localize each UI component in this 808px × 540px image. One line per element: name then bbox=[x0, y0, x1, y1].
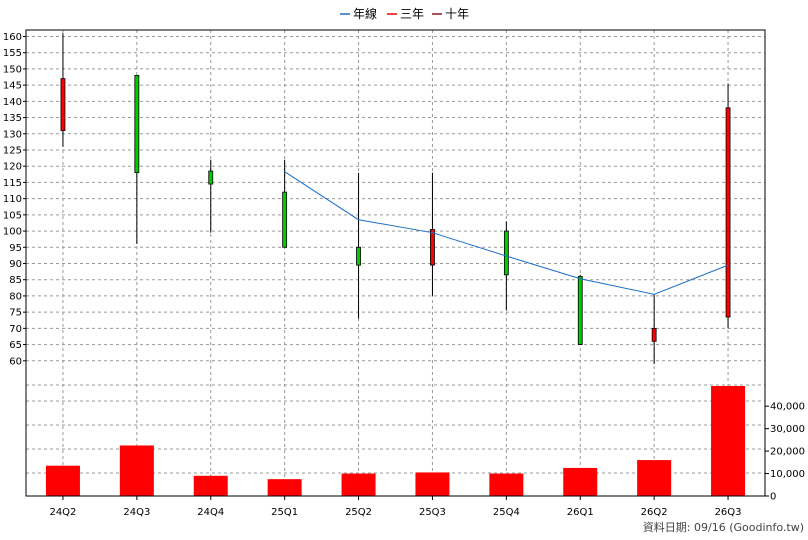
x-tick-label: 26Q2 bbox=[641, 507, 668, 518]
volume-tick-label: 0 bbox=[770, 492, 776, 503]
candle-body-down bbox=[282, 191, 288, 248]
price-tick-label: 105 bbox=[3, 210, 22, 221]
x-tick-label: 24Q2 bbox=[49, 507, 76, 518]
x-tick-label: 26Q3 bbox=[715, 507, 742, 518]
plot-frame bbox=[25, 29, 766, 497]
candle-body-down bbox=[356, 246, 361, 266]
price-tick-label: 145 bbox=[3, 81, 22, 92]
x-tick-label: 26Q1 bbox=[567, 507, 594, 518]
footer-source-text: 資料日期: 09/16 (Goodinfo.tw) bbox=[643, 520, 804, 534]
volume-bar bbox=[119, 445, 154, 496]
legend-label-annual: 年線 bbox=[353, 6, 377, 21]
x-tick-label: 24Q4 bbox=[197, 507, 224, 518]
price-axis: 60 65 70 75 80 85 90 95 100 105 110 115 120 125 130 135… bbox=[3, 32, 26, 367]
price-tick-label: 140 bbox=[3, 97, 22, 108]
candle-body-up bbox=[430, 229, 435, 266]
x-tick-label: 25Q1 bbox=[271, 507, 298, 518]
candle-body-down bbox=[503, 230, 509, 276]
candle-body-up bbox=[651, 327, 657, 342]
price-tick-label: 155 bbox=[3, 48, 22, 59]
price-tick-label: 75 bbox=[9, 308, 22, 319]
x-axis: 24Q2 24Q3 24Q4 25Q1 25Q2 25Q3 25Q4 26Q1 26Q2 26Q3 bbox=[49, 496, 742, 518]
price-tick-label: 80 bbox=[9, 291, 22, 302]
volume-bar bbox=[415, 472, 450, 496]
x-tick-label: 25Q3 bbox=[419, 507, 446, 518]
volume-tick-label: 40,000 bbox=[770, 402, 805, 413]
price-tick-label: 120 bbox=[3, 162, 22, 173]
price-tick-label: 130 bbox=[3, 129, 22, 140]
price-tick-label: 60 bbox=[9, 356, 22, 367]
volume-bar bbox=[563, 467, 598, 496]
price-tick-label: 110 bbox=[3, 194, 22, 205]
price-tick-label: 125 bbox=[3, 145, 22, 156]
volume-tick-label: 20,000 bbox=[770, 447, 805, 458]
x-tick-label: 24Q3 bbox=[123, 507, 150, 518]
volume-bar bbox=[267, 479, 302, 496]
volume-bar bbox=[637, 460, 672, 496]
volume-tick-label: 30,000 bbox=[770, 424, 805, 435]
volume-tick-label: 10,000 bbox=[770, 469, 805, 480]
legend-label-10yr: 十年 bbox=[445, 7, 469, 21]
volume-bar bbox=[341, 473, 376, 496]
volume-bar bbox=[489, 473, 524, 496]
candle-body-up bbox=[60, 78, 66, 131]
price-tick-label: 85 bbox=[9, 275, 22, 286]
price-tick-label: 160 bbox=[3, 32, 22, 43]
volume-bar bbox=[711, 385, 746, 496]
volume-axis: 0 10,000 20,000 30,000 40,000 bbox=[765, 402, 805, 503]
volume-bars bbox=[45, 385, 746, 496]
volume-bar bbox=[193, 475, 228, 496]
price-tick-label: 65 bbox=[9, 340, 22, 351]
annual-ma-polyline bbox=[284, 171, 729, 295]
candle-body-up bbox=[725, 107, 731, 318]
price-tick-label: 95 bbox=[9, 243, 22, 254]
annual-ma-line bbox=[284, 171, 729, 295]
candle-body-down bbox=[577, 276, 583, 345]
price-tick-label: 90 bbox=[9, 259, 22, 270]
volume-bar bbox=[45, 465, 80, 496]
x-tick-label: 25Q4 bbox=[493, 507, 520, 518]
candle-bodies bbox=[60, 75, 731, 345]
price-tick-label: 100 bbox=[3, 227, 22, 238]
price-tick-label: 115 bbox=[3, 178, 22, 189]
candle-body-down bbox=[208, 170, 214, 185]
price-tick-label: 70 bbox=[9, 324, 22, 335]
price-tick-label: 150 bbox=[3, 64, 22, 75]
candle-body-down bbox=[134, 75, 140, 174]
legend-label-3yr: 三年 bbox=[400, 7, 424, 21]
chart-legend: 年線 三年 十年 bbox=[340, 6, 469, 21]
x-tick-label: 25Q2 bbox=[345, 507, 372, 518]
price-tick-label: 135 bbox=[3, 113, 22, 124]
